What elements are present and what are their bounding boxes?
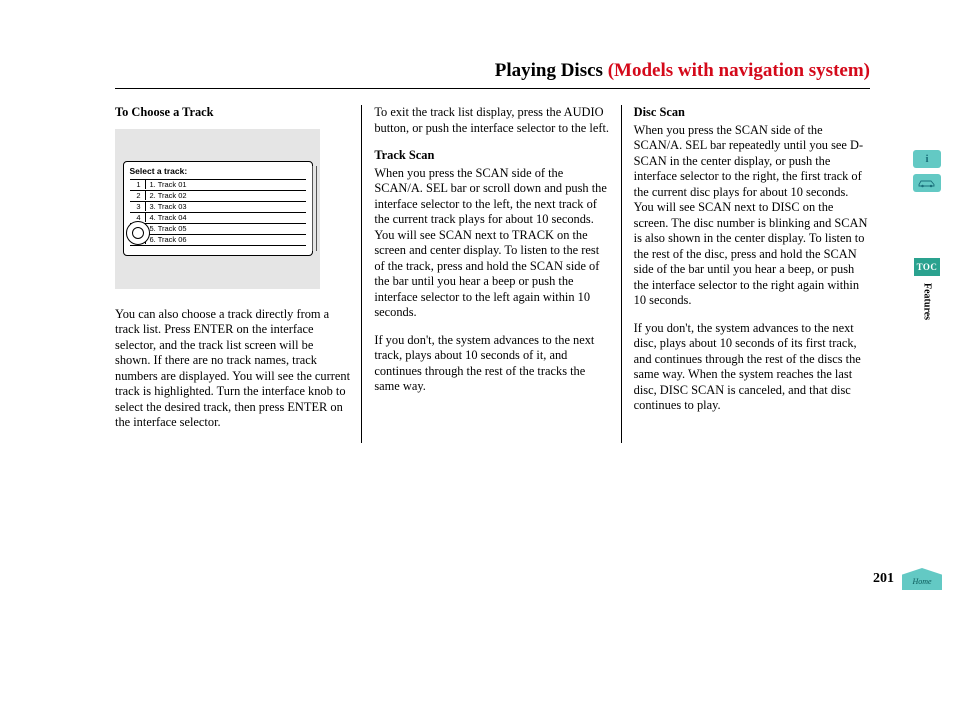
manual-page: Playing Discs (Models with navigation sy…	[0, 0, 954, 710]
col1-para1: You can also choose a track directly fro…	[115, 307, 351, 431]
vehicle-tab[interactable]	[913, 174, 941, 192]
track-row: 3 3. Track 03	[130, 202, 306, 213]
col3-para2: If you don't, the system advances to the…	[634, 321, 870, 414]
column-3: Disc Scan When you press the SCAN side o…	[621, 105, 870, 443]
track-row: 5 5. Track 05	[130, 224, 306, 235]
track-list-figure: Select a track: 1 1. Track 01 2 2. Track…	[115, 129, 320, 289]
home-tab[interactable]: Home	[902, 568, 942, 590]
column-1: To Choose a Track Select a track: 1 1. T…	[115, 105, 361, 443]
page-footer: 201 Home	[873, 568, 942, 590]
header-title-main: Playing Discs	[495, 60, 603, 81]
toc-tab[interactable]: TOC	[914, 258, 940, 276]
track-index: 1	[130, 180, 146, 189]
info-icon: i	[925, 153, 928, 165]
toc-label: TOC	[917, 262, 938, 272]
toc-block: TOC Features	[914, 258, 940, 320]
col1-heading: To Choose a Track	[115, 105, 351, 121]
track-row: 4 4. Track 04	[130, 213, 306, 224]
home-label: Home	[912, 577, 931, 586]
column-2: To exit the track list display, press th…	[361, 105, 620, 443]
track-row: 1 1. Track 01	[130, 180, 306, 191]
section-label: Features	[922, 283, 933, 320]
header-title: Playing Discs (Models with navigation sy…	[495, 60, 870, 82]
track-label: 4. Track 04	[146, 213, 187, 222]
page-header: Playing Discs (Models with navigation sy…	[115, 60, 870, 89]
col2-para1: When you press the SCAN side of the SCAN…	[374, 166, 610, 321]
track-label: 5. Track 05	[146, 224, 187, 233]
interface-knob-icon	[126, 221, 150, 245]
col2-heading: Track Scan	[374, 148, 610, 164]
track-index: 3	[130, 202, 146, 211]
info-tab[interactable]: i	[913, 150, 941, 168]
track-row: 6 6. Track 06	[130, 235, 306, 246]
nav-screen: Select a track: 1 1. Track 01 2 2. Track…	[123, 161, 313, 256]
track-label: 6. Track 06	[146, 235, 187, 244]
track-row: 2 2. Track 02	[130, 191, 306, 202]
track-list: 1 1. Track 01 2 2. Track 02 3 3. Track 0…	[130, 179, 306, 246]
body-columns: To Choose a Track Select a track: 1 1. T…	[115, 105, 870, 443]
page-number: 201	[873, 571, 894, 587]
track-label: 1. Track 01	[146, 180, 187, 189]
col2-para2: If you don't, the system advances to the…	[374, 333, 610, 395]
screen-title: Select a track:	[130, 166, 306, 177]
track-index: 2	[130, 191, 146, 200]
header-title-sub: (Models with navigation system)	[608, 60, 870, 81]
track-label: 2. Track 02	[146, 191, 187, 200]
col3-para1: When you press the SCAN side of the SCAN…	[634, 123, 870, 309]
sidebar-tabs: i TOC Features	[912, 150, 942, 320]
col3-heading: Disc Scan	[634, 105, 870, 121]
track-label: 3. Track 03	[146, 202, 187, 211]
col2-intro: To exit the track list display, press th…	[374, 105, 610, 136]
car-icon	[917, 178, 937, 188]
